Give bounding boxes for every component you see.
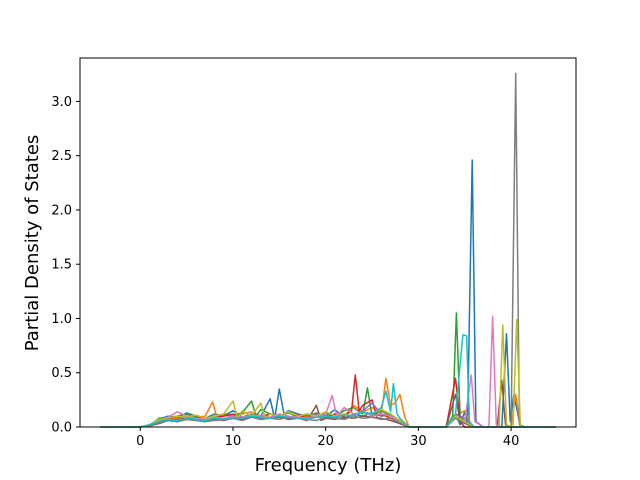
y-tick-label: 2.0 xyxy=(51,203,72,218)
y-tick-label: 2.5 xyxy=(51,149,72,164)
series-line-7 xyxy=(100,315,556,428)
plot-frame xyxy=(79,57,577,428)
series-line-8 xyxy=(100,72,556,428)
y-tick-label: 0.5 xyxy=(51,366,72,381)
x-axis-ticks: 0 10 20 30 40 xyxy=(136,427,519,449)
y-tick-label: 3.0 xyxy=(51,95,72,110)
y-tick-label: 0.0 xyxy=(51,421,72,436)
y-axis-ticks: 0.0 0.5 1.0 1.5 2.0 2.5 3.0 xyxy=(51,95,80,436)
y-axis-label: Partial Density of States xyxy=(22,135,43,352)
x-tick-label: 30 xyxy=(410,434,427,449)
x-axis-label: Frequency (THz) xyxy=(255,455,402,476)
x-tick-label: 20 xyxy=(317,434,334,449)
plot-background xyxy=(80,58,576,427)
x-tick-label: 10 xyxy=(225,434,242,449)
y-tick-label: 1.0 xyxy=(51,312,72,327)
y-tick-label: 1.5 xyxy=(51,258,72,273)
x-tick-label: 40 xyxy=(503,434,520,449)
x-tick-label: 0 xyxy=(136,434,144,449)
